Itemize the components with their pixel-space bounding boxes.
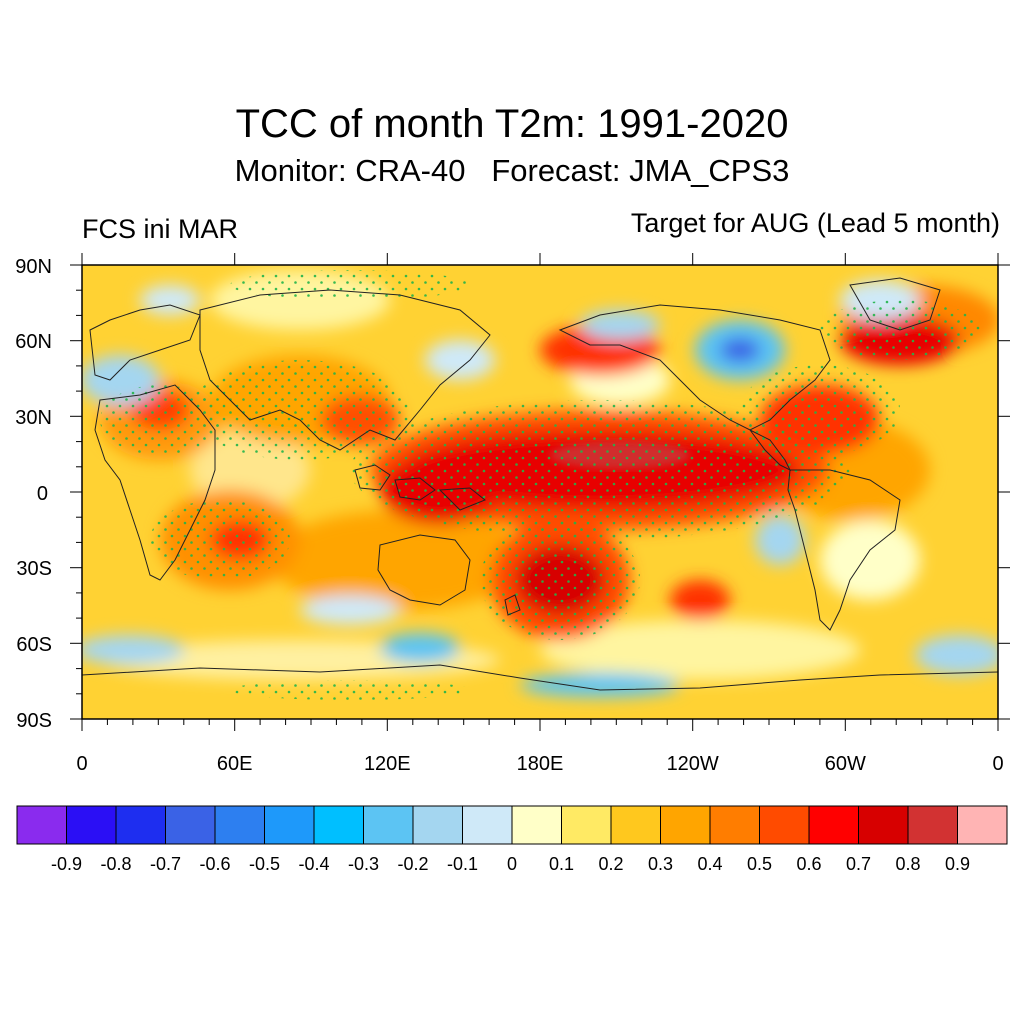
colorbar-swatch xyxy=(264,805,315,845)
colorbar-swatch xyxy=(412,805,463,845)
colorbar-swatch xyxy=(561,805,612,845)
colorbar-swatch xyxy=(313,805,364,845)
colorbar-label: 0.2 xyxy=(598,854,623,874)
colorbar-label: 0.7 xyxy=(846,854,871,874)
colorbar-swatch xyxy=(363,805,414,845)
lat-label-60n: 60N xyxy=(15,331,52,353)
colorbar-label: -0.5 xyxy=(249,854,280,874)
lon-label-60w: 60W xyxy=(825,753,866,775)
colorbar-label: 0 xyxy=(507,854,517,874)
colorbar-swatch xyxy=(907,805,958,845)
colorbar-swatch xyxy=(957,805,1008,845)
colorbar-label: 0.9 xyxy=(945,854,970,874)
lat-label-90s: 90S xyxy=(16,710,52,732)
plot-title: TCC of month T2m: 1991-2020 xyxy=(235,102,789,146)
colorbar-swatch xyxy=(759,805,810,845)
colorbar-swatch xyxy=(16,805,67,845)
lat-label-30s: 30S xyxy=(16,558,52,580)
colorbar-label: 0.8 xyxy=(895,854,920,874)
colorbar-swatch xyxy=(115,805,166,845)
colorbar-swatch xyxy=(709,805,760,845)
colorbar-label: 0.4 xyxy=(697,854,722,874)
colorbar-label: 0.3 xyxy=(648,854,673,874)
latitude-ticks xyxy=(70,264,1010,720)
lon-label-120w: 120W xyxy=(667,753,719,775)
colorbar-swatch xyxy=(66,805,117,845)
colorbar-swatch xyxy=(808,805,859,845)
colorbar-swatch xyxy=(511,805,562,845)
colorbar-label: 0.6 xyxy=(796,854,821,874)
colorbar-label: -0.1 xyxy=(447,854,478,874)
colorbar-swatch xyxy=(610,805,661,845)
lon-label-0: 0 xyxy=(76,753,87,775)
lat-label-60s: 60S xyxy=(16,634,52,656)
latitude-labels: 90N 60N 30N 0 30S 60S 90S xyxy=(15,256,52,732)
colorbar-swatch xyxy=(660,805,711,845)
lat-label-30n: 30N xyxy=(15,407,52,429)
colorbar-label: 0.1 xyxy=(549,854,574,874)
lon-label-180e: 180E xyxy=(517,753,564,775)
longitude-ticks xyxy=(81,253,999,731)
colorbar-label: -0.8 xyxy=(100,854,131,874)
coastlines xyxy=(82,277,998,691)
colorbar-swatch xyxy=(165,805,216,845)
colorbar-label: -0.6 xyxy=(199,854,230,874)
initialization-label: FCS ini MAR xyxy=(82,214,239,244)
colorbar-label: -0.2 xyxy=(397,854,428,874)
lon-label-60e: 60E xyxy=(217,753,253,775)
lon-label-120e: 120E xyxy=(364,753,411,775)
colorbar-label: -0.7 xyxy=(150,854,181,874)
plot-subtitle: Monitor: CRA-40 Forecast: JMA_CPS3 xyxy=(234,153,790,188)
colorbar-swatch xyxy=(214,805,265,845)
colorbar-swatch xyxy=(462,805,513,845)
target-label: Target for AUG (Lead 5 month) xyxy=(630,208,1000,238)
colorbar-label: -0.3 xyxy=(348,854,379,874)
lon-label-360: 0 xyxy=(992,753,1003,775)
colorbar-swatch xyxy=(858,805,909,845)
lat-label-90n: 90N xyxy=(15,256,52,278)
colorbar-label: 0.5 xyxy=(747,854,772,874)
colorbar: -0.9 -0.8 -0.7 -0.6 -0.5 -0.4 -0.3 -0.2 -0.1 0 0.1… xyxy=(16,805,1008,874)
lat-label-eq: 0 xyxy=(37,483,48,505)
longitude-labels: 0 60E 120E 180E 120W 60W 0 xyxy=(76,753,1003,775)
colorbar-label: -0.4 xyxy=(298,854,329,874)
colorbar-label: -0.9 xyxy=(51,854,82,874)
correlation-field xyxy=(82,265,998,719)
